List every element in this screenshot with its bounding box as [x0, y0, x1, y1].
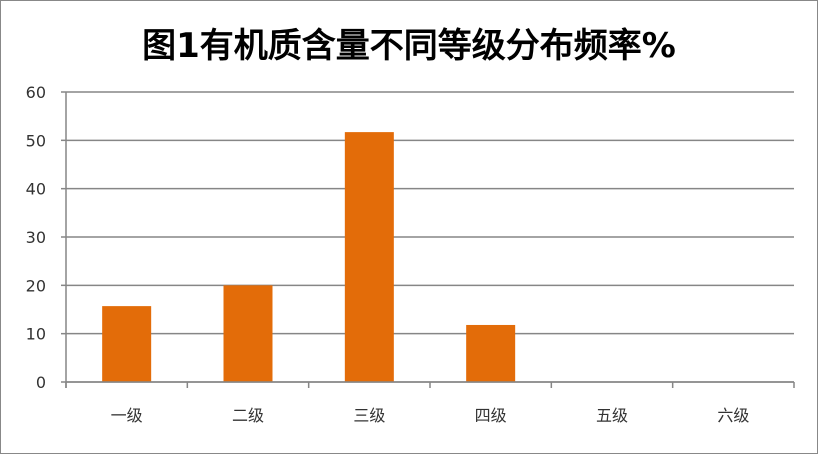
y-tick-label: 0	[36, 373, 46, 392]
y-tick-label: 10	[26, 325, 46, 344]
x-tick-label: 二级	[232, 406, 264, 425]
bar-3	[344, 132, 394, 382]
bar-2	[223, 285, 273, 382]
x-tick-label: 一级	[111, 406, 143, 425]
x-tick-label: 三级	[353, 406, 385, 425]
x-tick-label: 四级	[475, 406, 507, 425]
y-tick-label: 30	[26, 228, 46, 247]
y-tick-label: 60	[26, 83, 46, 102]
x-tick-label: 五级	[596, 406, 628, 425]
y-tick-label: 40	[26, 180, 46, 199]
x-tick-label: 六级	[717, 406, 749, 425]
y-tick-label: 20	[26, 276, 46, 295]
chart-title: 图1有机质含量不同等级分布频率%	[142, 26, 676, 66]
bar-1	[102, 306, 152, 382]
bar-4	[466, 324, 516, 382]
y-tick-label: 50	[26, 131, 46, 150]
